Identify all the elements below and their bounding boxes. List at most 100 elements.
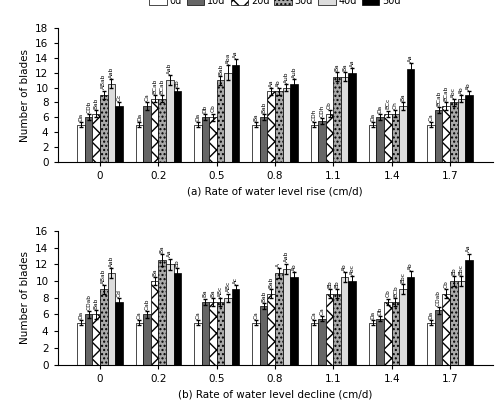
Bar: [174, 92, 181, 162]
Text: BCab: BCab: [444, 86, 448, 101]
Text: Bab: Bab: [94, 298, 98, 309]
Bar: [376, 117, 384, 162]
Text: BCab: BCab: [160, 79, 164, 94]
Y-axis label: Number of blades: Number of blades: [20, 49, 30, 141]
Text: Ba: Ba: [210, 289, 216, 296]
Bar: [450, 102, 458, 162]
Bar: [376, 319, 384, 364]
Text: Da: Da: [428, 311, 434, 319]
Text: Aa: Aa: [466, 245, 471, 252]
Text: Ab: Ab: [466, 83, 471, 90]
Bar: [136, 323, 143, 364]
Text: Cb: Cb: [386, 290, 390, 297]
Text: Da: Da: [78, 311, 84, 319]
Text: Bab: Bab: [218, 63, 223, 75]
Text: Cb: Cb: [210, 104, 216, 113]
Bar: [85, 314, 92, 364]
Bar: [151, 99, 158, 162]
Text: Aub: Aub: [284, 71, 289, 83]
Text: Aa: Aa: [167, 250, 172, 257]
Text: CDab: CDab: [436, 290, 441, 306]
X-axis label: (b) Rate of water level decline (cm/d): (b) Rate of water level decline (cm/d): [178, 389, 372, 399]
Text: Aa: Aa: [268, 79, 274, 87]
Text: Bab: Bab: [268, 277, 274, 288]
Bar: [348, 73, 356, 162]
Bar: [224, 298, 232, 364]
Text: BCc: BCc: [386, 98, 390, 109]
Bar: [334, 294, 341, 364]
Bar: [209, 302, 216, 364]
Text: ABab: ABab: [102, 269, 106, 284]
Bar: [399, 290, 407, 364]
Bar: [435, 310, 442, 364]
Text: Da: Da: [370, 113, 375, 121]
Bar: [442, 294, 450, 364]
Text: Ba: Ba: [160, 245, 164, 253]
Bar: [465, 95, 472, 162]
Text: Ba: Ba: [400, 94, 406, 101]
Bar: [260, 117, 268, 162]
Bar: [341, 77, 348, 162]
Bar: [465, 260, 472, 364]
Bar: [115, 302, 123, 364]
Bar: [260, 306, 268, 364]
Text: Db: Db: [203, 105, 208, 113]
Bar: [209, 117, 216, 162]
Text: Ca: Ca: [428, 114, 434, 121]
Text: ABc: ABc: [218, 285, 223, 296]
Text: Abc: Abc: [452, 87, 456, 98]
Text: Ca: Ca: [144, 94, 150, 101]
Text: Bb: Bb: [175, 79, 180, 87]
Text: Cb: Cb: [327, 101, 332, 109]
Bar: [290, 277, 298, 364]
Bar: [166, 80, 173, 162]
Bar: [341, 277, 348, 364]
Text: Ab: Ab: [276, 79, 281, 87]
Bar: [232, 65, 239, 162]
Text: Da: Da: [195, 113, 200, 121]
Text: Ca: Ca: [320, 307, 324, 315]
Text: Aa: Aa: [408, 54, 413, 62]
Bar: [151, 281, 158, 364]
Bar: [275, 92, 282, 162]
Bar: [136, 125, 143, 162]
Text: Aab: Aab: [109, 67, 114, 79]
Text: Ab: Ab: [292, 263, 296, 271]
Bar: [143, 314, 151, 364]
Bar: [290, 84, 298, 162]
Text: Ba: Ba: [203, 290, 208, 297]
Bar: [392, 302, 399, 364]
Text: Bb: Bb: [334, 281, 340, 288]
Text: Bbc: Bbc: [459, 264, 464, 275]
Bar: [252, 323, 260, 364]
Bar: [108, 273, 115, 364]
Text: A: A: [276, 262, 281, 266]
Text: ABc: ABc: [226, 281, 230, 292]
Bar: [194, 323, 202, 364]
Text: Bab: Bab: [261, 290, 266, 302]
Text: Cc: Cc: [116, 94, 121, 101]
Bar: [458, 99, 465, 162]
Text: Ca: Ca: [195, 311, 200, 319]
Bar: [166, 264, 173, 364]
Text: Bab: Bab: [261, 102, 266, 113]
Bar: [78, 125, 85, 162]
Bar: [92, 113, 100, 162]
Text: ABab: ABab: [102, 74, 106, 90]
Text: CDh: CDh: [320, 104, 324, 117]
Text: CDab: CDab: [86, 294, 91, 310]
Text: Ac: Ac: [233, 277, 238, 284]
Text: Bab: Bab: [94, 97, 98, 109]
Text: Ba: Ba: [254, 114, 258, 121]
Text: Da: Da: [137, 113, 142, 121]
Bar: [158, 99, 166, 162]
Bar: [392, 113, 399, 162]
Bar: [115, 106, 123, 162]
Text: Aa: Aa: [233, 51, 238, 58]
Bar: [348, 281, 356, 364]
Text: Ch: Ch: [393, 101, 398, 109]
Bar: [310, 323, 318, 364]
Text: Da: Da: [370, 311, 375, 319]
Bar: [268, 294, 275, 364]
Bar: [442, 106, 450, 162]
